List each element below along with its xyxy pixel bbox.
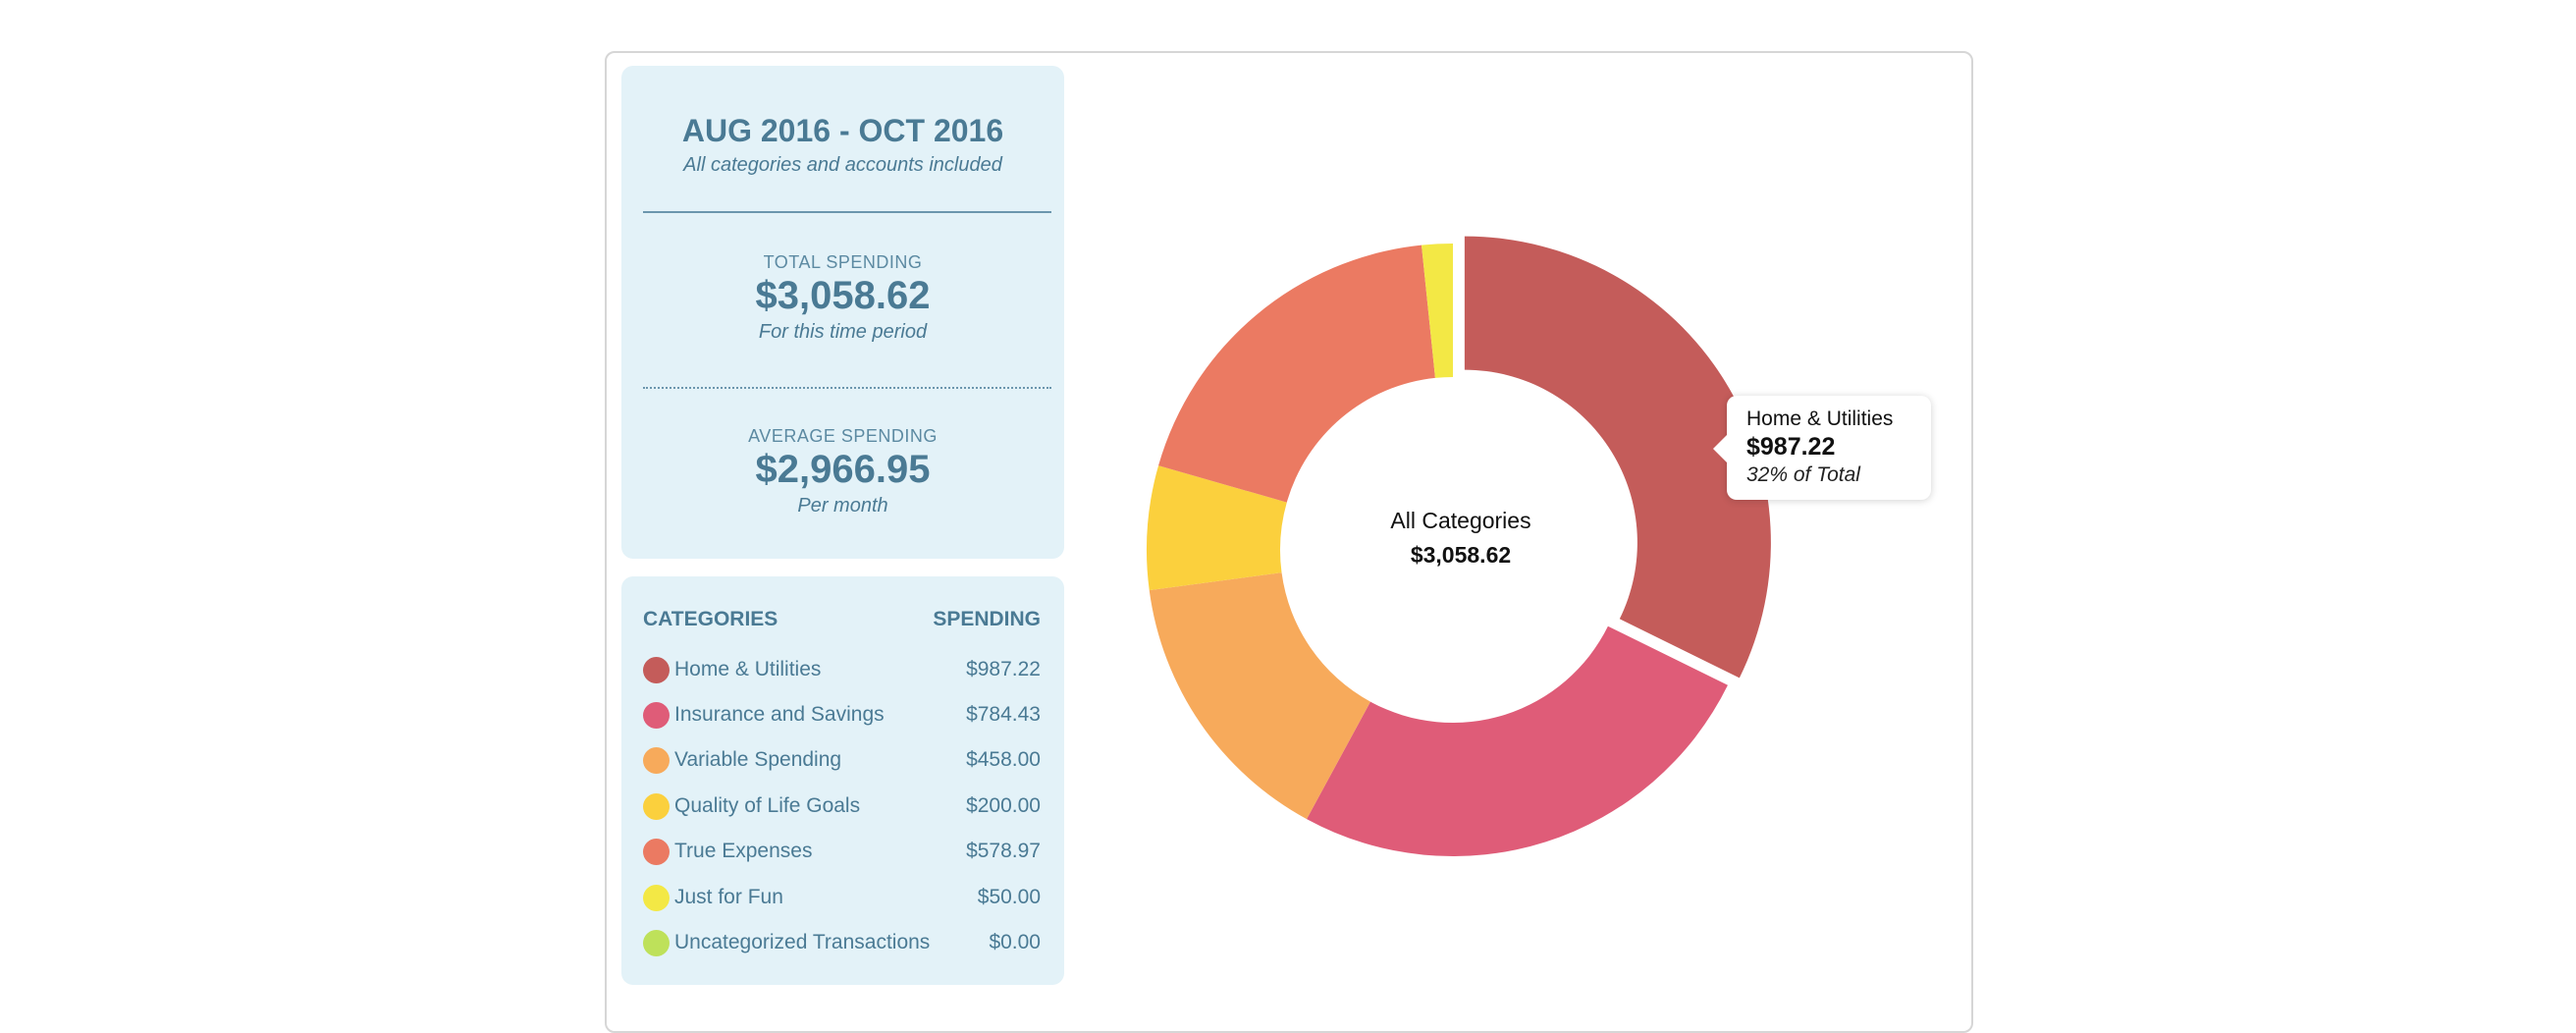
category-name: Home & Utilities: [674, 658, 822, 680]
donut-chart: [1147, 236, 1771, 856]
spending-header: SPENDING: [933, 608, 1041, 630]
category-color-dot: [643, 930, 670, 956]
categories-panel: CATEGORIES SPENDING Home & Utilities $98…: [621, 576, 1064, 985]
category-name: Insurance and Savings: [674, 703, 885, 726]
donut-slice-true-expenses[interactable]: [1158, 245, 1435, 503]
category-amount: $0.00: [989, 931, 1041, 953]
category-name: Just for Fun: [674, 886, 783, 908]
total-spending-label: TOTAL SPENDING: [763, 252, 923, 272]
divider: [643, 211, 1051, 213]
period-subtitle: All categories and accounts included: [683, 154, 1002, 176]
tooltip-arrow: [1713, 435, 1727, 462]
category-amount: $784.43: [966, 703, 1041, 726]
average-spending-label: AVERAGE SPENDING: [748, 426, 938, 446]
donut-center-value: $3,058.62: [1410, 542, 1512, 568]
category-color-dot: [643, 793, 670, 820]
category-color-dot: [643, 747, 670, 774]
average-spending-value: $2,966.95: [755, 448, 931, 491]
category-name: Quality of Life Goals: [674, 794, 861, 817]
category-row-true-expenses[interactable]: True Expenses $578.97: [643, 837, 1041, 866]
donut-center-label: All Categories: [1390, 508, 1531, 533]
total-spending-subtitle: For this time period: [758, 321, 928, 343]
categories-header: CATEGORIES: [643, 608, 778, 630]
category-row-insurance-savings[interactable]: Insurance and Savings $784.43: [643, 700, 1041, 730]
category-color-dot: [643, 657, 670, 683]
donut-slice-home-utilities[interactable]: [1464, 236, 1771, 679]
divider-dotted: [643, 387, 1051, 389]
average-spending-subtitle: Per month: [797, 495, 888, 516]
category-row-quality-of-life-goals[interactable]: Quality of Life Goals $200.00: [643, 791, 1041, 821]
category-row-home-utilities[interactable]: Home & Utilities $987.22: [643, 655, 1041, 684]
chart-tooltip: Home & Utilities $987.22 32% of Total: [1713, 396, 1931, 500]
total-spending-value: $3,058.62: [755, 274, 931, 317]
donut-slice-quality-of-life-goals[interactable]: [1147, 465, 1287, 591]
summary-panel: AUG 2016 - OCT 2016 All categories and a…: [621, 66, 1064, 559]
category-color-dot: [643, 839, 670, 865]
category-amount: $200.00: [966, 794, 1041, 817]
category-amount: $987.22: [966, 658, 1041, 680]
category-amount: $458.00: [966, 748, 1041, 771]
tooltip-percent: 32% of Total: [1746, 463, 1860, 486]
category-name: Variable Spending: [674, 748, 842, 771]
tooltip-value: $987.22: [1746, 433, 1836, 461]
category-row-uncategorized[interactable]: Uncategorized Transactions $0.00: [643, 928, 1041, 957]
donut-slice-variable-spending[interactable]: [1149, 572, 1370, 820]
period-title: AUG 2016 - OCT 2016: [681, 113, 1004, 148]
category-name: True Expenses: [674, 840, 813, 862]
category-color-dot: [643, 702, 670, 729]
category-name: Uncategorized Transactions: [674, 931, 931, 953]
category-row-variable-spending[interactable]: Variable Spending $458.00: [643, 745, 1041, 775]
category-amount: $578.97: [966, 840, 1041, 862]
category-amount: $50.00: [977, 886, 1041, 908]
donut-slice-just-for-fun[interactable]: [1422, 244, 1453, 378]
category-color-dot: [643, 885, 670, 911]
category-row-just-for-fun[interactable]: Just for Fun $50.00: [643, 883, 1041, 912]
tooltip-category-name: Home & Utilities: [1746, 408, 1894, 430]
donut-slice-insurance-and-savings[interactable]: [1307, 625, 1728, 856]
